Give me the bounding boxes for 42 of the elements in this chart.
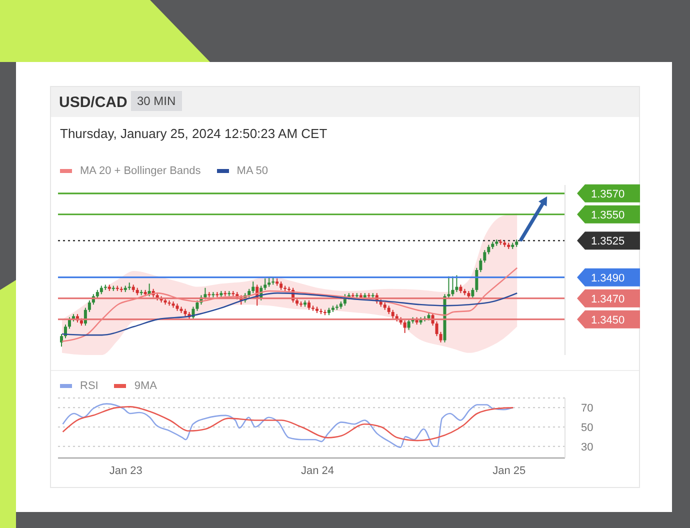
candlestick — [308, 300, 311, 310]
legend-label: MA 50 — [236, 165, 268, 177]
candlestick — [128, 282, 131, 290]
candlestick — [268, 276, 271, 288]
candlestick — [403, 320, 406, 334]
candlestick — [60, 334, 63, 348]
line-series — [61, 267, 518, 342]
candlestick — [204, 287, 207, 300]
candlestick — [252, 281, 255, 294]
y-tick-label: 70 — [581, 402, 594, 415]
chart-title: USD/CAD — [59, 94, 128, 111]
x-tick-label: Jan 23 — [109, 464, 142, 477]
chart-subtitle: 30 MIN — [131, 91, 182, 111]
y-tick-label: 1.3450 — [591, 314, 625, 326]
y-tick-label: 1.3470 — [591, 293, 625, 306]
legend-label: 9MA — [134, 380, 157, 392]
legend-label: MA 20 + Bollinger Bands — [80, 165, 201, 177]
candlestick — [471, 287, 474, 299]
line-series — [62, 406, 514, 442]
candlestick — [447, 276, 450, 299]
candlestick — [475, 267, 478, 293]
y-tick-label: 50 — [581, 422, 594, 434]
candlestick — [479, 258, 482, 273]
candlestick — [407, 318, 410, 330]
candlestick — [196, 300, 199, 312]
y-tick-label: 1.3570 — [591, 188, 625, 200]
line-series — [61, 292, 518, 336]
x-tick-label: Jan 25 — [492, 464, 526, 477]
candlestick — [483, 250, 486, 264]
text: Thursday, January 25, 2024 12:50:23 AM CET — [60, 126, 328, 141]
y-tick-label: 30 — [581, 441, 594, 454]
line-series — [62, 403, 514, 448]
candlestick — [264, 278, 267, 290]
y-tick-label: 1.3550 — [591, 209, 625, 222]
legend-label: RSI — [80, 380, 98, 392]
y-tick-label: 1.3490 — [591, 272, 625, 284]
x-tick-label: Jan 24 — [300, 464, 334, 477]
candlestick — [451, 276, 454, 297]
candlestick — [455, 274, 458, 293]
y-tick-label: 1.3525 — [591, 236, 625, 248]
candlestick — [88, 300, 91, 312]
candlestick — [487, 244, 490, 255]
